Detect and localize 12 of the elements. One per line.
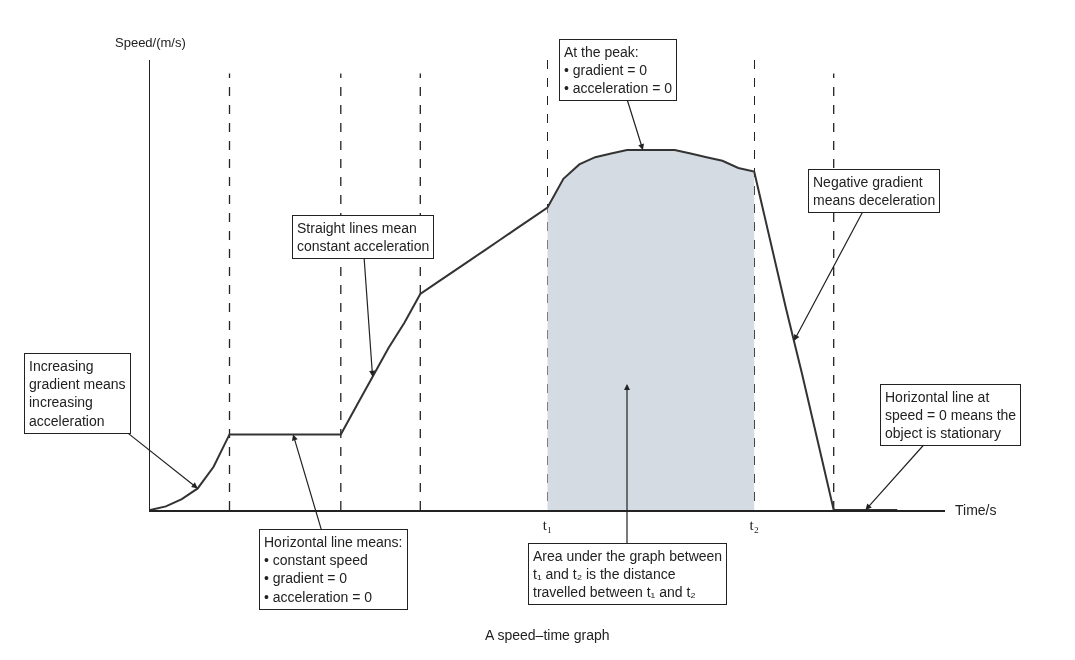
- x-tick-label: t₁: [542, 516, 553, 533]
- text: Speed/(m/s): [115, 35, 186, 50]
- text: Horizontal line means: • constant speed • gradient = 0 • acceleration = 0: [264, 534, 403, 605]
- annotation: Straight lines mean constant acceleration: [297, 220, 430, 255]
- x-axis-title: Time/s: [955, 502, 997, 518]
- annotation: Negative gradient means deceleration: [813, 174, 936, 209]
- x-tick-label: t₂: [749, 516, 759, 533]
- annotation: Horizontal line at speed = 0 means the object is stationary: [885, 389, 1017, 442]
- text: A speed–time graph: [485, 627, 610, 643]
- text: Area under the graph between t₁ and t₂ is the distance travelled between t₁ and t₂: [533, 548, 723, 601]
- text: At the peak: • gradient = 0 • acceleration = 0: [564, 44, 673, 97]
- text: Increasing gradient means increasing acceleration: [29, 358, 126, 429]
